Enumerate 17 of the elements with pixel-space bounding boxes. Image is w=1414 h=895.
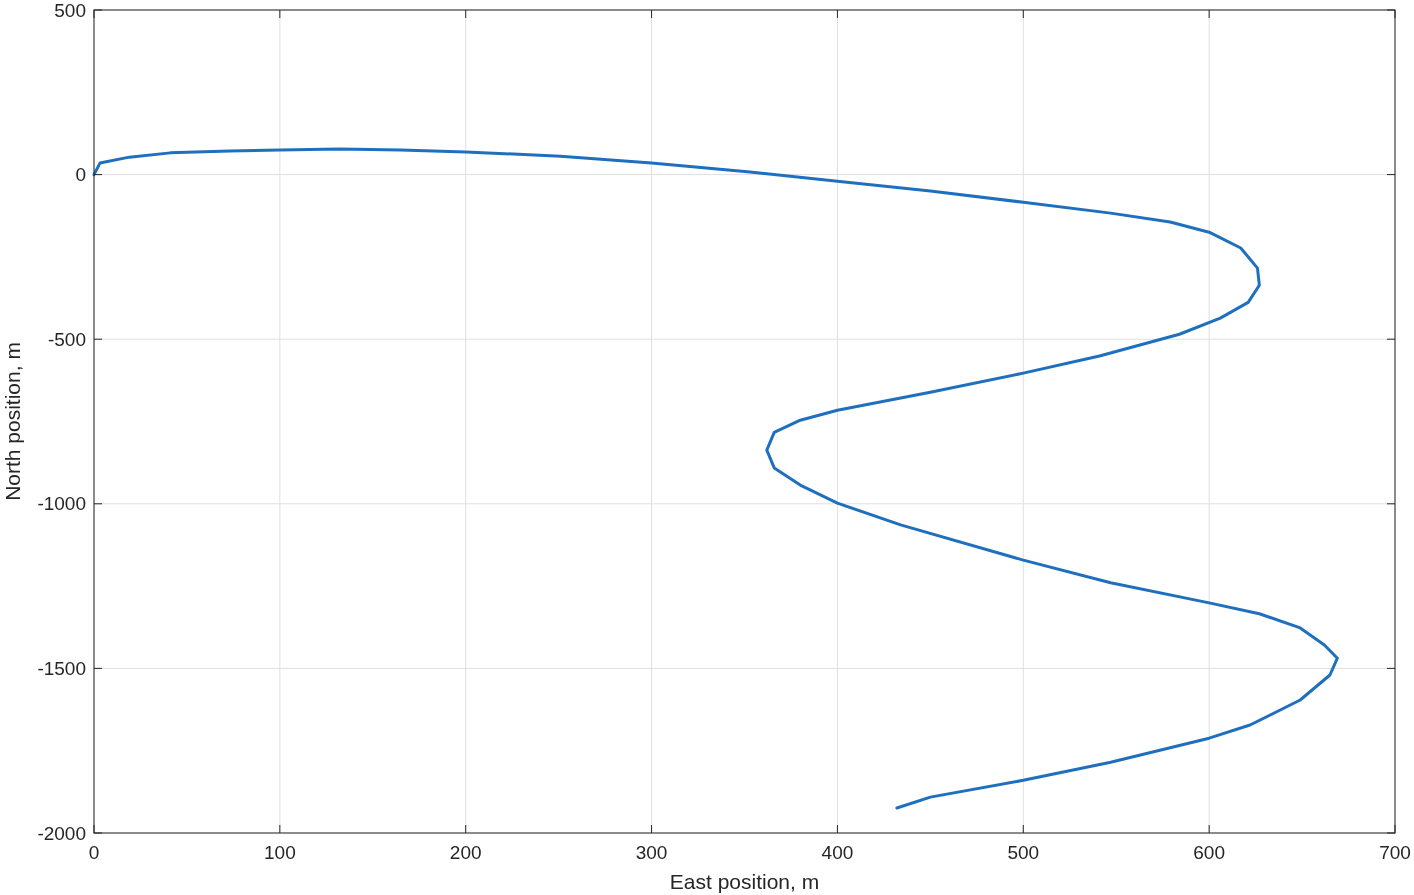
y-tick-label: -500 <box>47 328 86 350</box>
x-tick-label: 700 <box>1379 842 1411 863</box>
x-tick-label: 200 <box>449 842 482 863</box>
y-axis-title: North position, m <box>1 342 24 501</box>
x-tick-label: 500 <box>1007 842 1040 863</box>
y-tick-label: -2000 <box>37 822 86 844</box>
x-tick-label: 0 <box>88 842 100 863</box>
x-axis-title: East position, m <box>669 870 820 893</box>
x-tick-label: 300 <box>635 842 668 863</box>
x-tick-label: 400 <box>821 842 854 863</box>
y-tick-label: 0 <box>75 164 86 186</box>
x-tick-label: 600 <box>1193 842 1225 863</box>
x-tick-label: 100 <box>264 842 296 863</box>
y-tick-label: -1500 <box>37 658 86 680</box>
y-tick-label: -1000 <box>37 493 86 515</box>
line-series <box>92 147 1339 810</box>
y-tick-label: 500 <box>54 0 86 21</box>
